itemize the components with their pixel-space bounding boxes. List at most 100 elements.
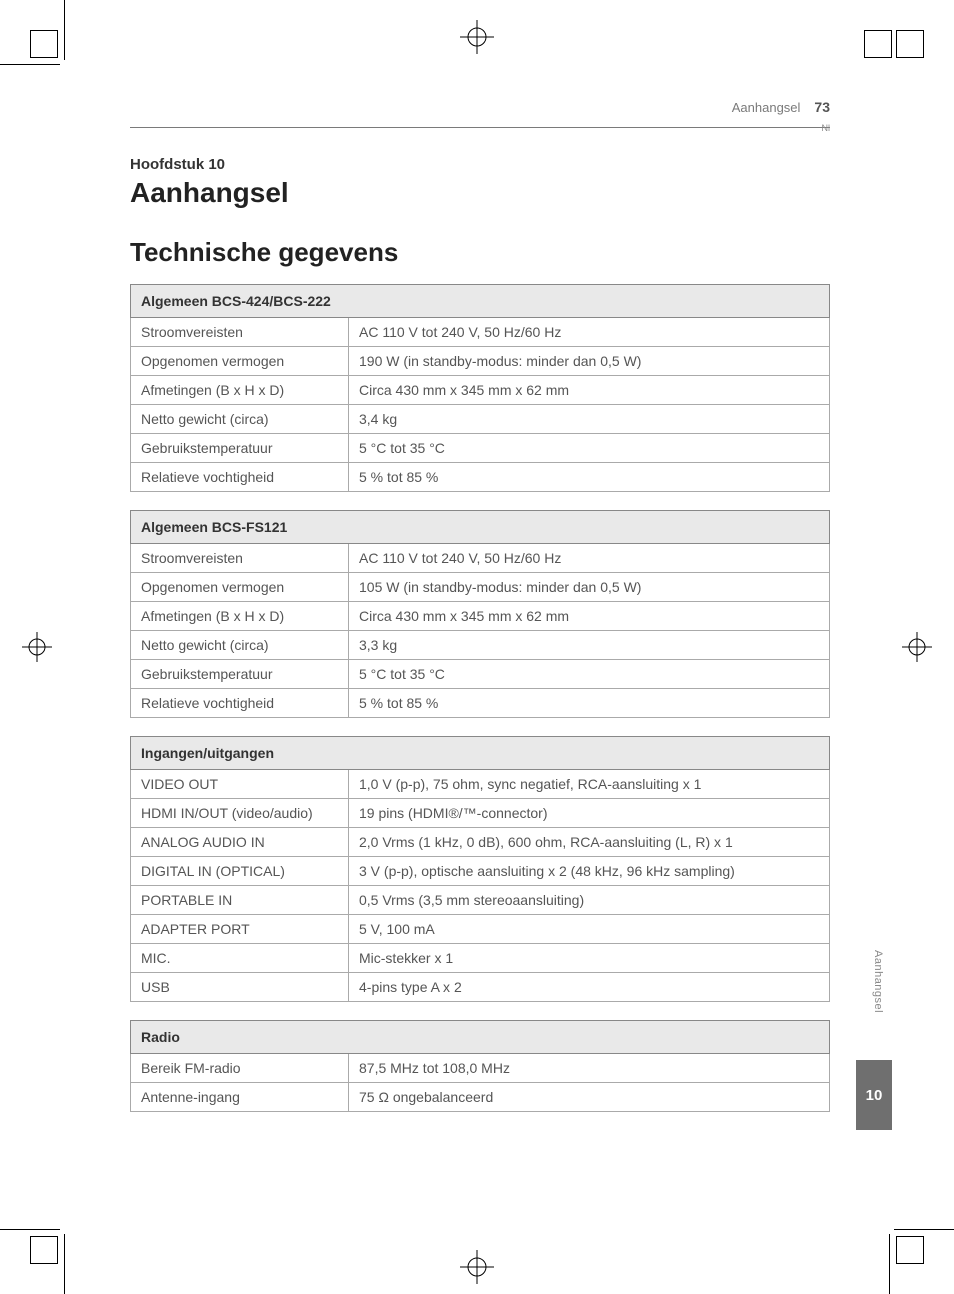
spec-value: 0,5 Vrms (3,5 mm stereoaansluiting) [349,886,830,915]
spec-value: 3 V (p-p), optische aansluiting x 2 (48 … [349,857,830,886]
spec-label: Gebruikstemperatuur [131,660,349,689]
spec-value: 3,4 kg [349,405,830,434]
table-row: DIGITAL IN (OPTICAL)3 V (p-p), optische … [131,857,830,886]
crop-mark [0,64,60,65]
table-row: Relatieve vochtigheid 5 % tot 85 % [131,463,830,492]
table-body: StroomvereistenAC 110 V tot 240 V, 50 Hz… [131,544,830,718]
spec-table-general2: Algemeen BCS-FS121 StroomvereistenAC 110… [130,510,830,718]
section-title: Technische gegevens [130,237,830,268]
header-section-name: Aanhangsel [732,100,801,115]
table-row: Relatieve vochtigheid 5 % tot 85 % [131,689,830,718]
table-heading: Radio [131,1021,830,1054]
spec-label: Netto gewicht (circa) [131,631,349,660]
spec-label: Stroomvereisten [131,544,349,573]
table-row: VIDEO OUT1,0 V (p-p), 75 ohm, sync negat… [131,770,830,799]
registration-mark-icon [902,632,932,662]
spec-value: 5 % tot 85 % [349,463,830,492]
spec-label: HDMI IN/OUT (video/audio) [131,799,349,828]
table-heading: Ingangen/uitgangen [131,737,830,770]
spec-label: Opgenomen vermogen [131,573,349,602]
side-tab-chapter-number: 10 [856,1060,892,1130]
crop-mark [30,1236,58,1264]
registration-mark-icon [22,632,52,662]
header-lang-code: Nl [822,124,831,133]
table-row: ANALOG AUDIO IN2,0 Vrms (1 kHz, 0 dB), 6… [131,828,830,857]
crop-mark [64,0,65,60]
spec-value: AC 110 V tot 240 V, 50 Hz/60 Hz [349,544,830,573]
spec-label: Bereik FM-radio [131,1054,349,1083]
chapter-label: Hoofdstuk 10 [130,156,830,173]
table-row: USB4-pins type A x 2 [131,973,830,1002]
page-content: Aanhangsel 73 Nl Hoofdstuk 10 Aanhangsel… [130,100,830,1130]
spec-value: Circa 430 mm x 345 mm x 62 mm [349,376,830,405]
table-row: ADAPTER PORT5 V, 100 mA [131,915,830,944]
spec-label: ADAPTER PORT [131,915,349,944]
spec-table-io: Ingangen/uitgangen VIDEO OUT1,0 V (p-p),… [130,736,830,1002]
spec-table-general1: Algemeen BCS-424/BCS-222 Stroomvereisten… [130,284,830,492]
spec-label: Gebruikstemperatuur [131,434,349,463]
spec-table-radio: Radio Bereik FM-radio 87,5 MHz tot 108,0… [130,1020,830,1112]
table-row: Gebruikstemperatuur 5 °C tot 35 °C [131,434,830,463]
crop-mark [0,1229,60,1230]
spec-value: 87,5 MHz tot 108,0 MHz [349,1054,830,1083]
side-tab-label: Aanhangsel [872,950,884,1013]
table-body: Bereik FM-radio 87,5 MHz tot 108,0 MHzAn… [131,1054,830,1112]
spec-label: Netto gewicht (circa) [131,405,349,434]
spec-label: Antenne-ingang [131,1083,349,1112]
spec-value: 5 % tot 85 % [349,689,830,718]
spec-value: 5 V, 100 mA [349,915,830,944]
crop-mark [864,30,892,58]
table-row: PORTABLE IN0,5 Vrms (3,5 mm stereoaanslu… [131,886,830,915]
spec-value: 4-pins type A x 2 [349,973,830,1002]
spec-value: 19 pins (HDMI®/™-connector) [349,799,830,828]
table-row: Antenne-ingang 75 Ω ongebalanceerd [131,1083,830,1112]
table-row: Afmetingen (B x H x D)Circa 430 mm x 345… [131,602,830,631]
table-row: Opgenomen vermogen105 W (in standby-modu… [131,573,830,602]
spec-label: Relatieve vochtigheid [131,463,349,492]
table-row: MIC.Mic-stekker x 1 [131,944,830,973]
table-row: Gebruikstemperatuur 5 °C tot 35 °C [131,660,830,689]
crop-mark [896,30,924,58]
table-row: Netto gewicht (circa)3,4 kg [131,405,830,434]
spec-value: 190 W (in standby-modus: minder dan 0,5 … [349,347,830,376]
spec-value: 3,3 kg [349,631,830,660]
spec-label: Afmetingen (B x H x D) [131,376,349,405]
spec-label: USB [131,973,349,1002]
crop-mark [894,1229,954,1230]
spec-value: Mic-stekker x 1 [349,944,830,973]
spec-value: Circa 430 mm x 345 mm x 62 mm [349,602,830,631]
chapter-title: Aanhangsel [130,177,830,209]
spec-value: 105 W (in standby-modus: minder dan 0,5 … [349,573,830,602]
table-row: Afmetingen (B x H x D)Circa 430 mm x 345… [131,376,830,405]
spec-label: VIDEO OUT [131,770,349,799]
spec-value: 5 °C tot 35 °C [349,434,830,463]
spec-value: AC 110 V tot 240 V, 50 Hz/60 Hz [349,318,830,347]
table-row: StroomvereistenAC 110 V tot 240 V, 50 Hz… [131,318,830,347]
crop-mark [889,1234,890,1294]
table-row: HDMI IN/OUT (video/audio)19 pins (HDMI®/… [131,799,830,828]
running-header: Aanhangsel 73 Nl [130,100,830,128]
table-body: VIDEO OUT1,0 V (p-p), 75 ohm, sync negat… [131,770,830,1002]
spec-value: 2,0 Vrms (1 kHz, 0 dB), 600 ohm, RCA-aan… [349,828,830,857]
spec-label: Afmetingen (B x H x D) [131,602,349,631]
spec-label: Stroomvereisten [131,318,349,347]
table-heading: Algemeen BCS-FS121 [131,511,830,544]
crop-mark [64,1234,65,1294]
spec-value: 5 °C tot 35 °C [349,660,830,689]
crop-mark [30,30,58,58]
spec-label: Opgenomen vermogen [131,347,349,376]
spec-label: PORTABLE IN [131,886,349,915]
registration-mark-icon [460,1250,494,1284]
registration-mark-icon [460,20,494,54]
table-row: Opgenomen vermogen190 W (in standby-modu… [131,347,830,376]
header-page-number: 73 [814,100,830,114]
spec-value: 75 Ω ongebalanceerd [349,1083,830,1112]
table-row: Bereik FM-radio 87,5 MHz tot 108,0 MHz [131,1054,830,1083]
table-row: StroomvereistenAC 110 V tot 240 V, 50 Hz… [131,544,830,573]
spec-label: MIC. [131,944,349,973]
spec-label: ANALOG AUDIO IN [131,828,349,857]
spec-value: 1,0 V (p-p), 75 ohm, sync negatief, RCA-… [349,770,830,799]
crop-mark [896,1236,924,1264]
table-body: StroomvereistenAC 110 V tot 240 V, 50 Hz… [131,318,830,492]
table-row: Netto gewicht (circa)3,3 kg [131,631,830,660]
